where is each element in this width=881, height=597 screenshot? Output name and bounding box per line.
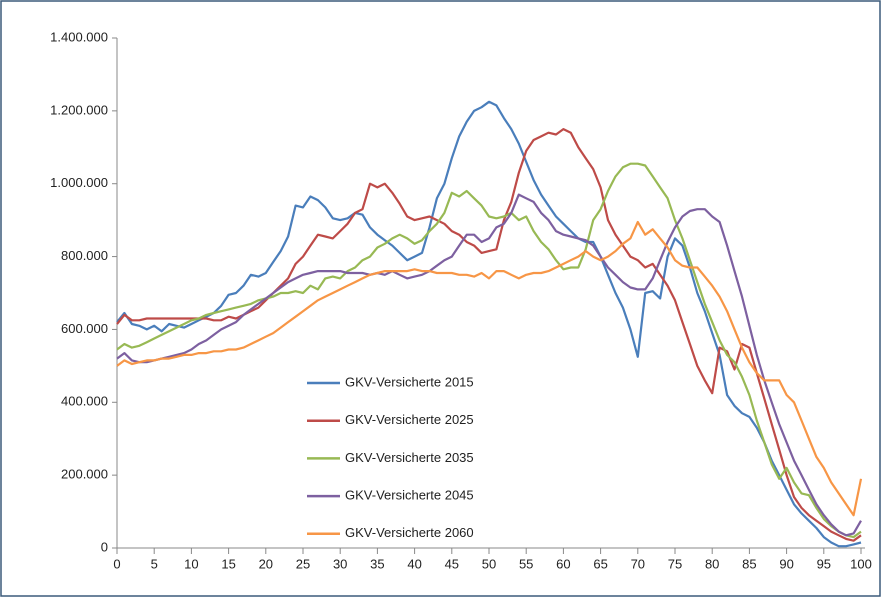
legend-label: GKV-Versicherte 2045 [345,488,474,503]
x-tick-label: 85 [742,556,756,571]
y-tick-label: 1.200.000 [50,102,108,117]
x-tick-label: 90 [779,556,793,571]
x-tick-label: 100 [850,556,872,571]
x-tick-label: 55 [519,556,533,571]
y-tick-label: 200.000 [61,467,108,482]
legend-label: GKV-Versicherte 2025 [345,412,474,427]
legend-label: GKV-Versicherte 2035 [345,450,474,465]
x-tick-label: 80 [705,556,719,571]
y-tick-label: 0 [101,539,108,554]
legend-label: GKV-Versicherte 2015 [345,374,474,389]
x-tick-label: 45 [445,556,459,571]
x-tick-label: 70 [631,556,645,571]
x-tick-label: 95 [817,556,831,571]
x-tick-label: 65 [593,556,607,571]
y-tick-label: 1.400.000 [50,29,108,44]
x-tick-label: 75 [668,556,682,571]
x-tick-label: 20 [259,556,273,571]
x-tick-label: 0 [113,556,120,571]
x-tick-label: 5 [151,556,158,571]
series-line [116,162,862,539]
x-tick-label: 50 [482,556,496,571]
y-tick-label: 400.000 [61,394,108,409]
x-tick-label: 15 [221,556,235,571]
x-tick-label: 10 [184,556,198,571]
series-line [116,100,862,548]
x-tick-label: 35 [370,556,384,571]
x-tick-label: 25 [296,556,310,571]
x-tick-label: 60 [556,556,570,571]
y-tick-label: 800.000 [61,248,108,263]
x-tick-label: 40 [407,556,421,571]
series-line [116,220,863,517]
y-tick-label: 1.000.000 [50,175,108,190]
legend-label: GKV-Versicherte 2060 [345,525,474,540]
x-tick-label: 30 [333,556,347,571]
y-tick-label: 600.000 [61,321,108,336]
series-line [116,193,862,537]
